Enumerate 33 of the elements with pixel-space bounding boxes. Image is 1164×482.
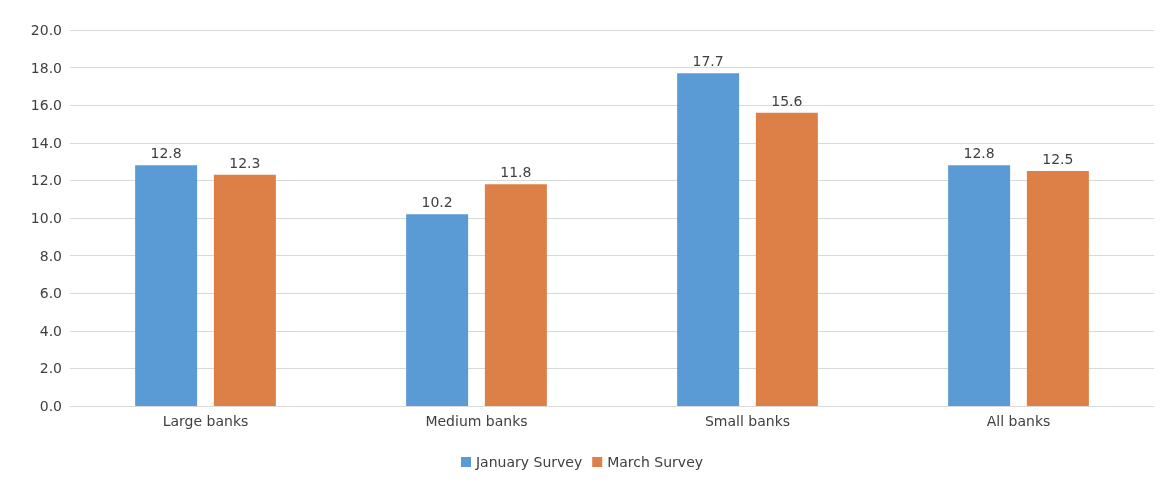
bar — [213, 174, 276, 406]
data-label: 17.7 — [692, 53, 724, 70]
data-label: 15.6 — [771, 92, 803, 109]
bar — [406, 214, 469, 406]
y-tick-label: 6.0 — [39, 285, 62, 302]
y-tick-label: 20.0 — [30, 22, 62, 38]
data-label: 12.3 — [229, 154, 261, 171]
data-label: 10.2 — [421, 194, 453, 211]
y-tick-label: 2.0 — [39, 360, 62, 377]
legend-label: March Survey — [607, 454, 704, 470]
y-tick-label: 12.0 — [30, 172, 62, 189]
bar — [948, 165, 1011, 406]
data-label: 12.8 — [150, 145, 182, 162]
data-label: 11.8 — [500, 164, 532, 181]
x-tick-label: Small banks — [704, 413, 791, 429]
bar — [755, 112, 818, 406]
y-tick-label: 10.0 — [30, 210, 62, 226]
legend-label: January Survey — [474, 454, 583, 470]
y-tick-label: 14.0 — [30, 134, 62, 151]
x-tick-label: Large banks — [162, 413, 249, 429]
data-label: 12.5 — [1042, 151, 1074, 167]
data-label: 12.8 — [963, 145, 995, 162]
y-tick-label: 16.0 — [30, 97, 62, 114]
bar — [1026, 171, 1089, 406]
y-tick-label: 18.0 — [30, 59, 62, 76]
bar — [677, 73, 740, 406]
y-tick-label: 0.0 — [39, 398, 62, 414]
x-tick-label: All banks — [986, 413, 1051, 429]
bar — [484, 184, 547, 406]
x-tick-label: Medium banks — [425, 413, 528, 429]
y-tick-label: 4.0 — [39, 322, 62, 339]
y-tick-label: 8.0 — [39, 247, 62, 264]
bar — [135, 165, 198, 406]
